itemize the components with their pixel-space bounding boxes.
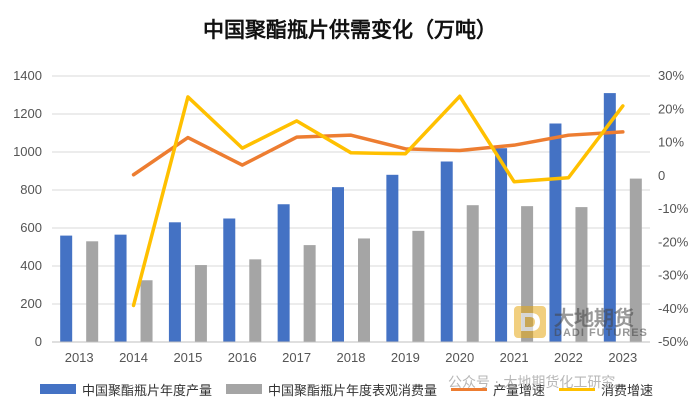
- bar: [223, 218, 236, 342]
- x-tick-label: 2013: [65, 350, 94, 365]
- series-line: [131, 130, 625, 177]
- bar: [466, 205, 479, 342]
- brand-logo-icon: [514, 306, 546, 338]
- x-tick-label: 2015: [173, 350, 202, 365]
- x-tick-label: 2020: [445, 350, 474, 365]
- y-left-tick-label: 1000: [13, 144, 42, 159]
- y-right-tick-label: -30%: [658, 268, 689, 283]
- legend-label: 消费增速: [601, 383, 654, 399]
- legend-label: 产量增速: [493, 383, 546, 399]
- y-left-tick-label: 600: [20, 220, 42, 235]
- bar: [575, 207, 588, 342]
- x-tick-label: 2021: [500, 350, 529, 365]
- x-tick-label: 2017: [282, 350, 311, 365]
- y-right-tick-label: 10%: [658, 135, 684, 150]
- y-right-tick-label: -40%: [658, 301, 689, 316]
- bar: [386, 174, 399, 342]
- y-right-tick-label: 20%: [658, 101, 684, 116]
- brand-watermark: 大地期货 DADI FUTURES: [512, 302, 662, 344]
- bar: [440, 161, 453, 342]
- lines: [131, 94, 625, 308]
- series-line: [131, 94, 625, 308]
- bar: [358, 238, 370, 342]
- bar: [277, 204, 290, 342]
- x-tick-label: 2022: [554, 350, 583, 365]
- y-left-tick-label: 800: [20, 182, 42, 197]
- bar: [603, 93, 616, 342]
- y-right-tick-label: -10%: [658, 201, 689, 216]
- legend-label: 中国聚酯瓶片年度表观消费量: [268, 383, 438, 399]
- x-tick-label: 2023: [608, 350, 637, 365]
- bar: [86, 241, 99, 342]
- bar: [140, 280, 153, 342]
- legend-swatch: [559, 387, 596, 391]
- legend-item: 消费增速: [559, 380, 653, 399]
- bar: [629, 178, 642, 342]
- x-tick-label: 2019: [391, 350, 420, 365]
- legend-item: 中国聚酯瓶片年度表观消费量: [226, 380, 437, 399]
- y-right-tick-label: 30%: [658, 68, 684, 83]
- y-left-tick-label: 1400: [13, 68, 42, 83]
- legend-swatch: [451, 387, 488, 391]
- legend-item: 产量增速: [451, 380, 545, 399]
- bar: [249, 259, 262, 342]
- y-right-tick-label: -20%: [658, 234, 689, 249]
- y-left-tick-label: 0: [35, 334, 42, 349]
- y-left-tick-label: 1200: [13, 106, 42, 121]
- chart-title: 中国聚酯瓶片供需变化（万吨）: [203, 18, 497, 42]
- bar: [168, 222, 181, 342]
- legend-swatch: [226, 384, 263, 394]
- legend-item: 中国聚酯瓶片年度产量: [40, 380, 212, 399]
- y-right-tick-label: -50%: [658, 334, 689, 349]
- x-tick-label: 2016: [228, 350, 257, 365]
- axes: 0 200 400 600 800 1000 1200 1400 30% 20% 10% 0 -10% -…: [13, 68, 689, 365]
- legend-swatch: [40, 384, 76, 394]
- brand-name-zh: 大地期货: [554, 306, 634, 330]
- bar: [60, 235, 73, 342]
- bar: [495, 148, 508, 342]
- legend: 中国聚酯瓶片年度产量 中国聚酯瓶片年度表观消费量 产量增速 消费增速: [0, 374, 700, 404]
- brand-name-en: DADI FUTURES: [554, 327, 648, 339]
- wechat-watermark: 公众号 · 大地期货化工研究: [448, 375, 616, 391]
- y-left-tick-label: 400: [20, 258, 42, 273]
- x-tick-label: 2018: [337, 350, 366, 365]
- legend-label: 中国聚酯瓶片年度产量: [82, 383, 213, 399]
- bars: [60, 93, 642, 342]
- bar: [332, 187, 344, 342]
- y-right-tick-label: 0: [658, 168, 665, 183]
- y-left-tick-label: 200: [20, 296, 42, 311]
- bar: [303, 245, 316, 342]
- bar: [194, 265, 207, 342]
- bar: [114, 234, 127, 342]
- x-tick-label: 2014: [119, 350, 148, 365]
- bar: [412, 230, 425, 342]
